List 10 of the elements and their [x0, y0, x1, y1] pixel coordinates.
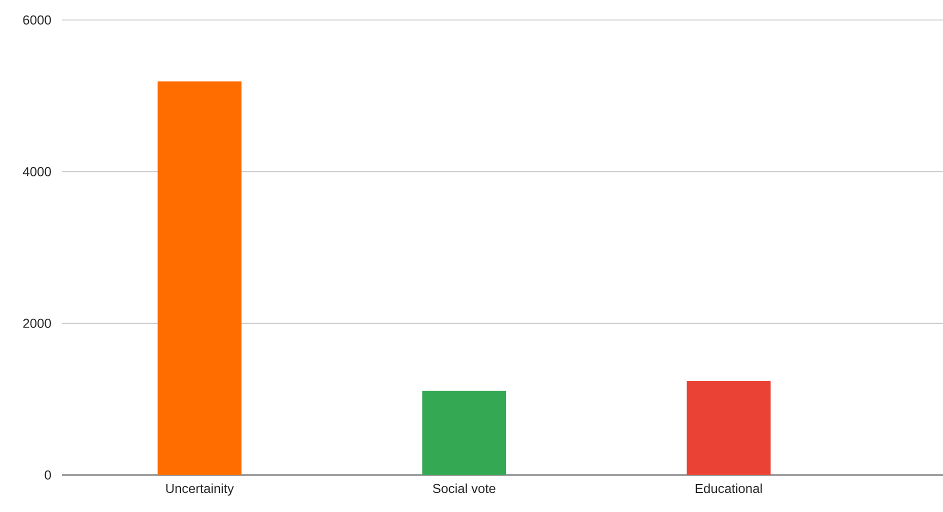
bar: [686, 380, 771, 475]
x-tick-label: Educational: [696, 484, 762, 494]
y-tick-label: 6000: [23, 15, 51, 25]
y-tick-label: 4000: [22, 167, 51, 176]
bar: [422, 390, 506, 475]
x-tick-label: Social vote: [432, 484, 496, 494]
y-tick-label: 2000: [23, 318, 51, 328]
y-tick-label: 0: [44, 470, 51, 480]
bar: [158, 81, 242, 475]
x-tick-label: Uncertainity: [166, 484, 234, 496]
